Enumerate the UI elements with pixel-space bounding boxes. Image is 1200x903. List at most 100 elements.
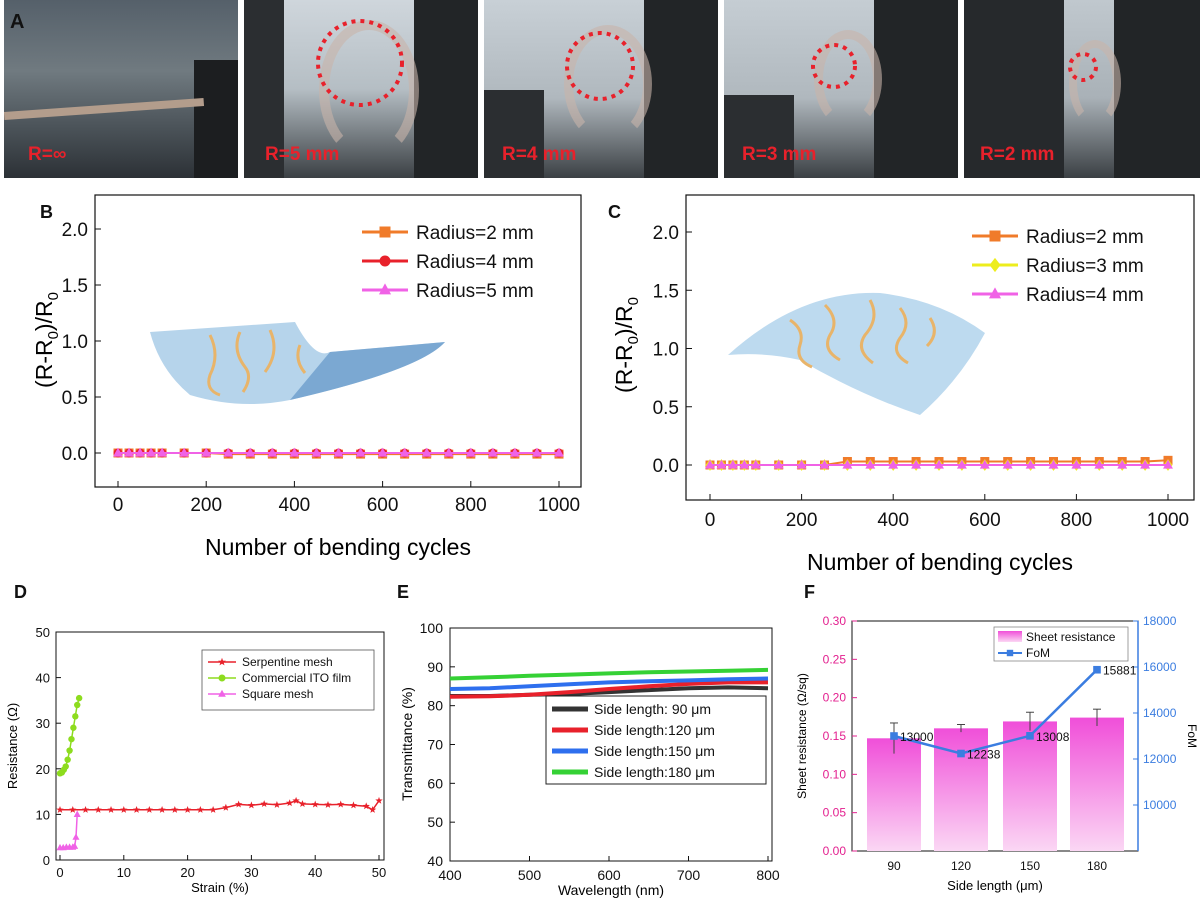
series-line [60,799,380,811]
chart-e: 400 500 600 700 800 40 50 60 70 80 90 100 Transmitt… [399,620,780,898]
x-tick-label: 600 [367,495,399,516]
y-tick-label: 70 [427,737,443,753]
bar [1003,721,1057,851]
data-point [298,800,307,807]
x-tick-label: 120 [951,859,971,873]
data-point [70,724,77,731]
y-tick-label: 40 [36,671,50,686]
photo-label-1: R=∞ [28,144,66,165]
x-tick-label: 10 [117,865,131,880]
x-tick-label: 40 [308,865,322,880]
data-point [487,447,498,457]
legend: Radius=2 mm Radius=4 mm Radius=5 mm [362,223,534,302]
data-point [292,796,300,804]
data-point [865,459,876,469]
x-tick-label: 200 [190,495,222,516]
x-tick-label: 0 [56,865,63,880]
data-point [1094,459,1105,469]
x-tick-label: 400 [438,867,462,883]
clamp [874,0,958,178]
axis-ticks: 0 10 20 30 40 50 0 10 20 30 40 50 [36,625,387,880]
bending-photo-4 [724,0,958,178]
data-point [337,800,345,808]
x-axis-label: Strain (%) [191,880,249,895]
data-point [796,459,807,469]
legend-label: Radius=4 mm [1026,285,1144,306]
data-point [196,806,204,813]
y-tick-label: 0.20 [823,691,847,705]
data-label: 12238 [967,748,1001,762]
panel-label-c: C [608,202,621,222]
axis-ticks: 0 200 400 600 800 1000 0.0 0.5 1.0 1.5 2.0 [653,223,1190,531]
y-axis-label: Resistance (Ω) [5,703,20,789]
film [1069,40,1121,126]
data-point [1163,459,1173,469]
y-tick-label: 0.5 [62,388,88,409]
y-tick-label: 20 [36,762,50,777]
x-tick-label: 200 [786,510,818,531]
legend-label: Sheet resistance [1026,630,1116,644]
axis-ticks: 400 500 600 700 800 40 50 60 70 80 90 100 [420,620,780,883]
y-tick-label-right: 16000 [1143,660,1177,674]
panel-label-d: D [14,582,27,602]
data-point [979,459,990,469]
film-illustration-c [728,292,985,415]
film-illustration-b [150,322,445,404]
y-tick-label-right: 10000 [1143,798,1177,812]
series-group [705,455,1173,471]
plot-frame [685,194,1195,501]
film [814,30,882,128]
data-point [145,806,153,813]
data-point [956,459,967,469]
y-tick-label: 60 [427,775,443,791]
legend: Sheet resistance FoM [993,626,1129,662]
data-point [183,806,192,813]
data-point [218,674,226,682]
legend-label: Radius=2 mm [1026,227,1144,248]
series-group [113,447,564,459]
data-point [157,447,168,457]
data-point [158,806,166,813]
data-point [378,283,392,295]
x-axis-label: Number of bending cycles [205,534,471,560]
data-point [260,800,268,807]
y-tick-label: 50 [427,814,443,830]
clamp [244,0,284,178]
data-point [171,806,179,813]
legend: Radius=2 mm Radius=3 mm Radius=4 mm [972,227,1144,306]
data-point [1071,459,1082,469]
data-point [355,447,366,457]
y-tick-label: 1.0 [653,340,679,361]
y-tick-label: 50 [36,625,50,640]
photo-label-4: R=3 mm [742,144,816,165]
x-tick-label: 50 [372,865,386,880]
x-tick-label: 30 [244,865,258,880]
data-point [75,694,83,702]
panel-label-e: E [397,582,409,602]
data-point [509,447,520,457]
y-tick-label: 0.05 [823,806,847,820]
legend: Side length: 90 μm Side length:120 μm Side… [545,695,767,785]
chart-b: 0 200 400 600 800 1000 0.0 0.5 1.0 1.5 2.0 (R-R0)/… [31,194,582,560]
data-point [1093,665,1101,674]
data-point [94,806,102,813]
data-point [132,806,141,813]
data-point [362,802,370,810]
plot-frame [55,631,385,861]
data-point [443,447,454,457]
legend-label: Side length: 90 μm [594,701,711,717]
bend-marker-3 [811,43,857,89]
data-point [333,447,344,457]
y-axis-label: Sheet resistance (Ω/sq) [795,673,809,799]
data-point [222,803,230,811]
data-point [957,749,965,758]
data-point [1025,459,1036,469]
data-point [989,230,1001,242]
y-tick-label: 90 [427,659,443,675]
bend-marker-2 [565,31,635,101]
data-point [750,459,761,469]
y-axis-label: (R-R0)/R0 [31,292,62,388]
clamp [194,60,238,178]
y-tick-label-right: 14000 [1143,706,1177,720]
data-label: 13008 [1036,730,1070,744]
